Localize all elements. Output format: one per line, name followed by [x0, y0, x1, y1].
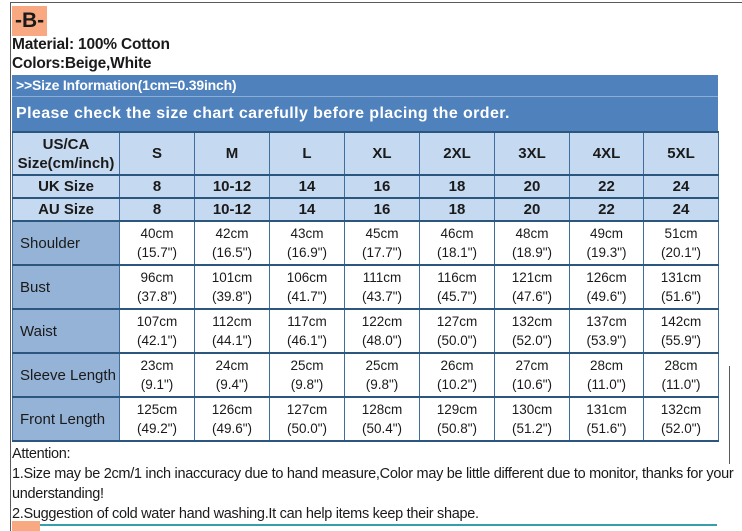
measurement-cell: 27cm (10.6") [494, 352, 570, 398]
intl-size-cell: 24 [643, 197, 719, 222]
measurement-cell: 131cm (51.6") [569, 396, 644, 442]
measurement-cell: 131cm (51.6") [643, 264, 719, 310]
table-row: US/CA Size(cm/inch) S M L XL 2XL 3XL 4XL 5XL [12, 131, 719, 176]
measurement-cell: 24cm (9.4") [194, 352, 270, 398]
intl-size-cell: 16 [344, 197, 420, 222]
table-row: Sleeve Length 23cm (9.1") 24cm (9.4") 25cm (9.… [12, 352, 719, 398]
measurement-label: Front Length [12, 396, 120, 442]
measurement-cell: 40cm (15.7") [119, 220, 195, 266]
intl-size-label: AU Size [12, 197, 120, 222]
size-column-header: XL [344, 131, 420, 176]
measurement-cell: 45cm (17.7") [344, 220, 420, 266]
intl-size-cell: 24 [643, 174, 719, 199]
intl-size-cell: 22 [569, 197, 644, 222]
size-chart-table: US/CA Size(cm/inch) S M L XL 2XL 3XL 4XL 5XL UK Si… [12, 131, 719, 442]
table-row: Bust 96cm (37.8") 101cm (39.8") 106cm (41.7") 1… [12, 264, 719, 310]
attention-item-2: 2.Suggestion of cold water hand washing.… [12, 506, 479, 522]
intl-size-cell: 14 [269, 174, 345, 199]
next-section-highlight-stub [12, 521, 40, 531]
content-frame: -B- Material: 100% Cotton Colors:Beige,W… [10, 2, 742, 531]
table-row: Front Length 125cm (49.2") 126cm (49.6") 127c… [12, 396, 719, 442]
measurement-cell: 137cm (53.9") [569, 308, 644, 354]
corner-header-cell: US/CA Size(cm/inch) [12, 131, 120, 176]
measurement-cell: 49cm (19.3") [569, 220, 644, 266]
table-row: Shoulder 40cm (15.7") 42cm (16.5") 43cm (16.9"… [12, 220, 719, 266]
measurement-cell: 129cm (50.8") [419, 396, 495, 442]
intl-size-cell: 20 [494, 197, 570, 222]
measurement-cell: 132cm (52.0") [643, 396, 719, 442]
measurement-cell: 43cm (16.9") [269, 220, 345, 266]
size-column-header: 5XL [643, 131, 719, 176]
table-row: UK Size 8 10-12 14 16 18 20 22 24 [12, 174, 719, 199]
measurement-cell: 132cm (52.0") [494, 308, 570, 354]
attention-block: Attention: 1.Size may be 2cm/1 inch inac… [12, 444, 741, 524]
measurement-cell: 111cm (43.7") [344, 264, 420, 310]
size-column-header: S [119, 131, 195, 176]
intl-size-cell: 10-12 [194, 174, 270, 199]
measurement-cell: 126cm (49.6") [569, 264, 644, 310]
measurement-cell: 117cm (46.1") [269, 308, 345, 354]
intl-size-cell: 14 [269, 197, 345, 222]
measurement-label: Bust [12, 264, 120, 310]
measurement-cell: 126cm (49.6") [194, 396, 270, 442]
measurement-label: Sleeve Length [12, 352, 120, 398]
size-column-header: M [194, 131, 270, 176]
measurement-cell: 106cm (41.7") [269, 264, 345, 310]
section-label: -B- [12, 6, 48, 36]
intl-size-cell: 16 [344, 174, 420, 199]
measurement-cell: 46cm (18.1") [419, 220, 495, 266]
intl-size-cell: 10-12 [194, 197, 270, 222]
measurement-cell: 101cm (39.8") [194, 264, 270, 310]
measurement-cell: 42cm (16.5") [194, 220, 270, 266]
size-chart-body: US/CA Size(cm/inch) S M L XL 2XL 3XL 4XL 5XL UK Si… [12, 131, 719, 442]
intl-size-label: UK Size [12, 174, 120, 199]
measurement-cell: 28cm (11.0") [643, 352, 719, 398]
attention-item-1: 1.Size may be 2cm/1 inch inaccuracy due … [12, 466, 734, 502]
measurement-cell: 116cm (45.7") [419, 264, 495, 310]
right-border-fragment [729, 366, 730, 464]
measurement-cell: 51cm (20.1") [643, 220, 719, 266]
measurement-cell: 130cm (51.2") [494, 396, 570, 442]
measurement-cell: 48cm (18.9") [494, 220, 570, 266]
measurement-cell: 25cm (9.8") [269, 352, 345, 398]
size-column-header: 2XL [419, 131, 495, 176]
measurement-cell: 128cm (50.4") [344, 396, 420, 442]
measurement-cell: 112cm (44.1") [194, 308, 270, 354]
bottom-section-divider [12, 524, 717, 526]
intl-size-cell: 8 [119, 174, 195, 199]
colors-line: Colors:Beige,White [12, 54, 152, 72]
intl-size-cell: 22 [569, 174, 644, 199]
intl-size-cell: 8 [119, 197, 195, 222]
size-column-header: 3XL [494, 131, 570, 176]
measurement-label: Waist [12, 308, 120, 354]
measurement-cell: 96cm (37.8") [119, 264, 195, 310]
size-chart-notice-banner: Please check the size chart carefully be… [12, 96, 718, 131]
measurement-cell: 28cm (11.0") [569, 352, 644, 398]
measurement-cell: 25cm (9.8") [344, 352, 420, 398]
measurement-label: Shoulder [12, 220, 120, 266]
table-row: Waist 107cm (42.1") 112cm (44.1") 117cm (46.1"… [12, 308, 719, 354]
size-information-banner: >>Size Information(1cm=0.39inch) [12, 75, 718, 96]
material-line: Material: 100% Cotton [12, 36, 170, 53]
measurement-cell: 121cm (47.6") [494, 264, 570, 310]
measurement-cell: 127cm (50.0") [419, 308, 495, 354]
measurement-cell: 122cm (48.0") [344, 308, 420, 354]
measurement-cell: 23cm (9.1") [119, 352, 195, 398]
intl-size-cell: 18 [419, 197, 495, 222]
table-row: AU Size 8 10-12 14 16 18 20 22 24 [12, 197, 719, 222]
measurement-cell: 125cm (49.2") [119, 396, 195, 442]
measurement-cell: 107cm (42.1") [119, 308, 195, 354]
measurement-cell: 26cm (10.2") [419, 352, 495, 398]
intl-size-cell: 18 [419, 174, 495, 199]
size-column-header: L [269, 131, 345, 176]
size-column-header: 4XL [569, 131, 644, 176]
measurement-cell: 127cm (50.0") [269, 396, 345, 442]
attention-title: Attention: [12, 446, 71, 462]
intl-size-cell: 20 [494, 174, 570, 199]
measurement-cell: 142cm (55.9") [643, 308, 719, 354]
